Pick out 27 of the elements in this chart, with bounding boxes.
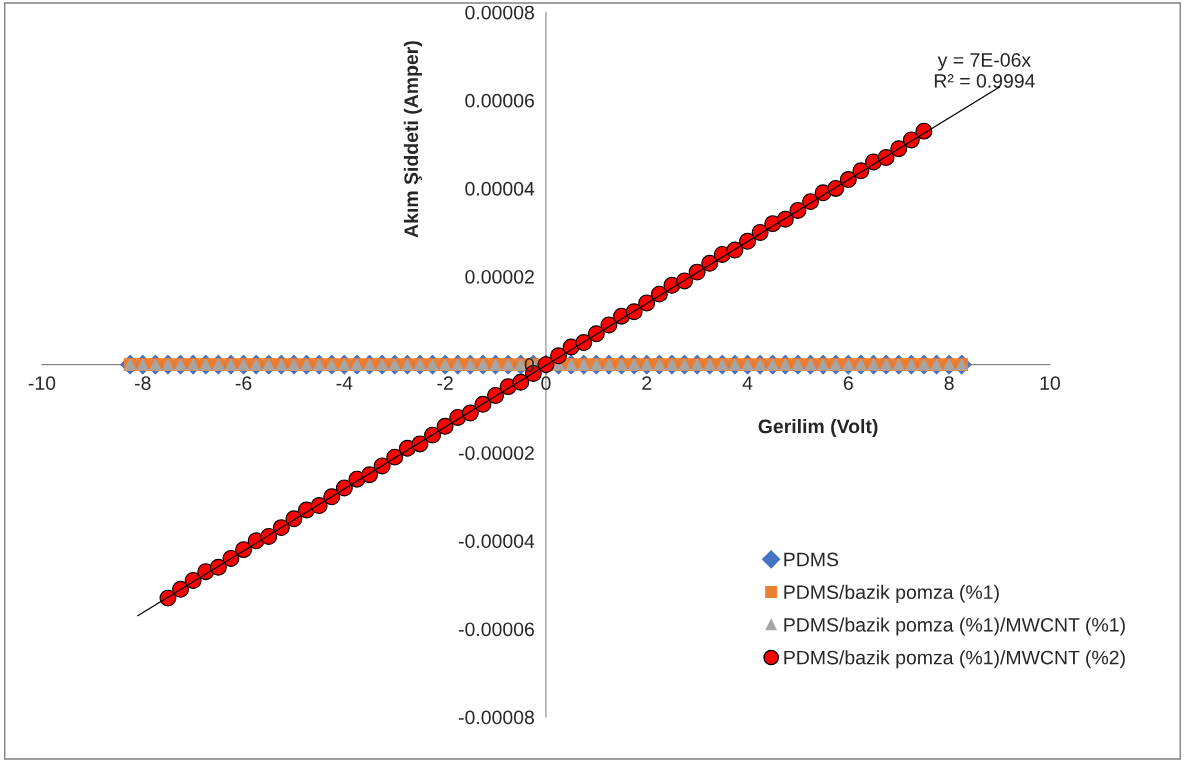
legend-label: PDMS [784, 552, 839, 567]
x-tick-label: 2 [642, 376, 652, 390]
x-tick-label: 0 [541, 376, 551, 391]
x-tick-label: 10 [1040, 376, 1060, 391]
x-tick-label: -10 [28, 376, 56, 391]
y-tick-label: 0.00004 [465, 181, 535, 196]
x-tick-label: -6 [235, 376, 252, 391]
y-axis-title: Akım Şiddeti (Amper) [403, 41, 422, 238]
y-tick-label: -0.00004 [458, 534, 535, 549]
x-tick-label: 6 [843, 376, 853, 391]
annotation: y = 7E-06x R² = 0.9994 [934, 53, 1035, 88]
x-axis-title: Gerilim (Volt) [758, 418, 878, 438]
legend-label: PDMS/bazik pomza (%1) [784, 584, 999, 603]
y-tick-label: 0 [524, 358, 535, 372]
y-tick-label: -0.00008 [458, 710, 534, 725]
y-tick-label: 0.00008 [465, 5, 534, 20]
x-tick-label: 8 [944, 376, 954, 391]
y-tick-label: 0.00006 [465, 93, 534, 108]
x-tick-label: -8 [134, 376, 151, 391]
x-tick-label: -4 [336, 376, 353, 390]
x-tick-label: 4 [742, 376, 753, 390]
legend-label: PDMS/bazik pomza (%1)/MWCNT (%1) [784, 617, 1125, 636]
x-tick-label: -2 [437, 376, 453, 390]
legend-label: PDMS/bazik pomza (%1)/MWCNT (%2) [784, 650, 1125, 669]
y-tick-label: 0.00002 [465, 269, 534, 284]
y-tick-label: -0.00002 [458, 446, 534, 460]
y-tick-label: -0.00006 [458, 622, 534, 637]
